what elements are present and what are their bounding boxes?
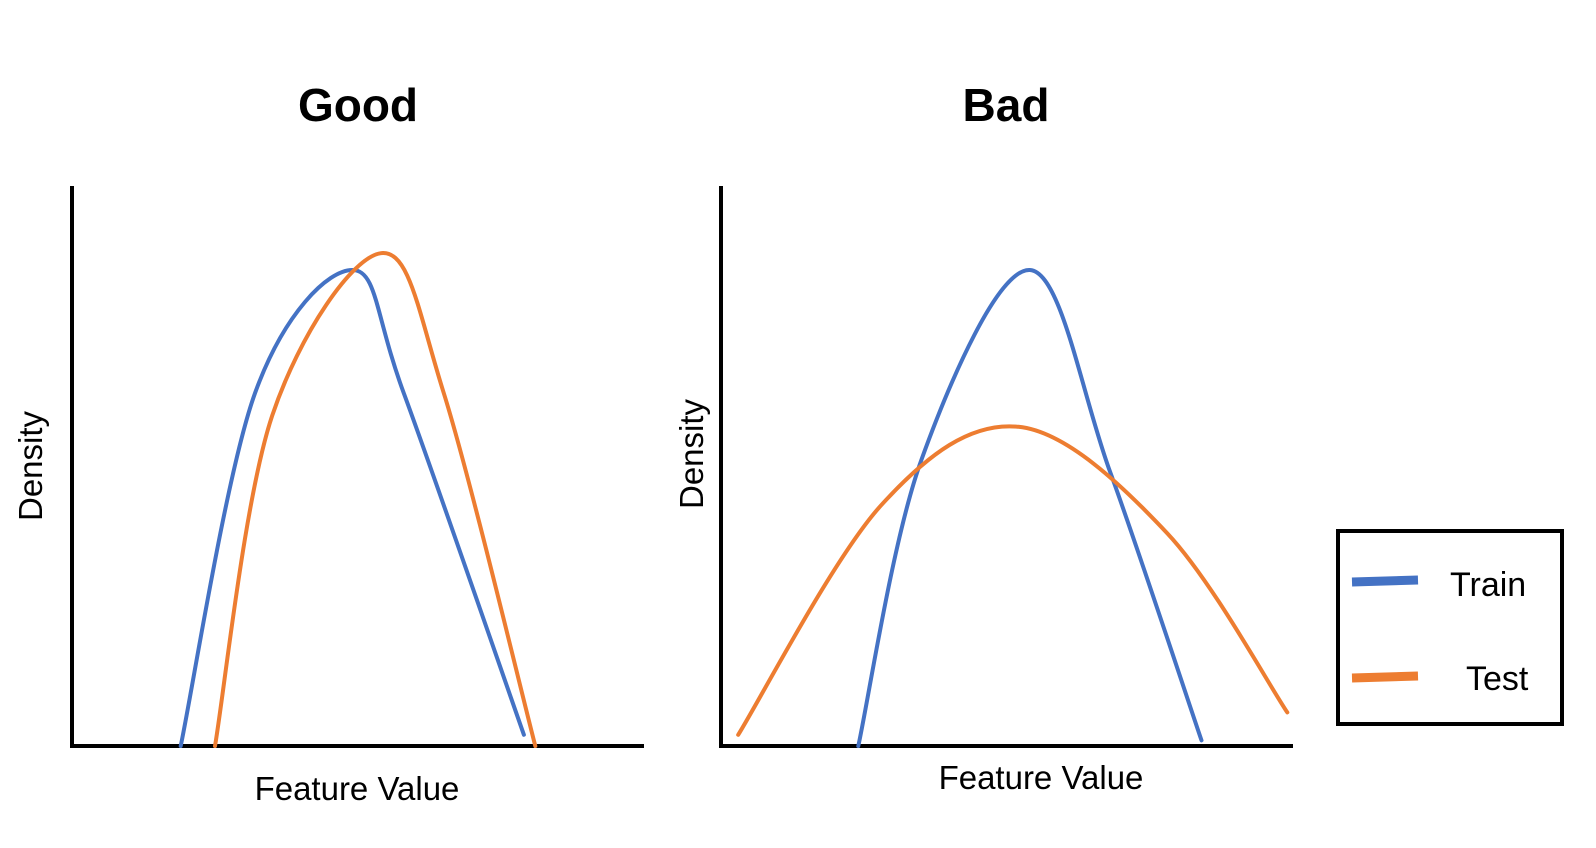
legend-label-train: Train: [1450, 566, 1526, 604]
legend-box: [1336, 529, 1564, 726]
x-axis-label: Feature Value: [255, 770, 460, 807]
series-line-train: [856, 267, 1204, 748]
series-line-train: [178, 268, 526, 748]
legend-swatch-test: [1351, 671, 1419, 683]
legend: Train Test: [1336, 529, 1564, 726]
plot-area: [736, 267, 1290, 748]
legend-swatch-train: [1351, 575, 1419, 587]
series-line-test: [213, 251, 538, 748]
chart-title: Good: [298, 79, 418, 131]
plot-area: [178, 251, 538, 748]
x-axis-label: Feature Value: [939, 759, 1144, 796]
chart-panel-bad: Bad Feature Value Density: [673, 79, 1293, 796]
y-axis-label: Density: [673, 398, 710, 509]
chart-panel-good: Good Feature Value Density: [12, 79, 644, 807]
legend-label-test: Test: [1466, 660, 1529, 698]
chart-title: Bad: [963, 79, 1050, 131]
series-line-test: [736, 424, 1290, 737]
y-axis-label: Density: [12, 410, 49, 521]
